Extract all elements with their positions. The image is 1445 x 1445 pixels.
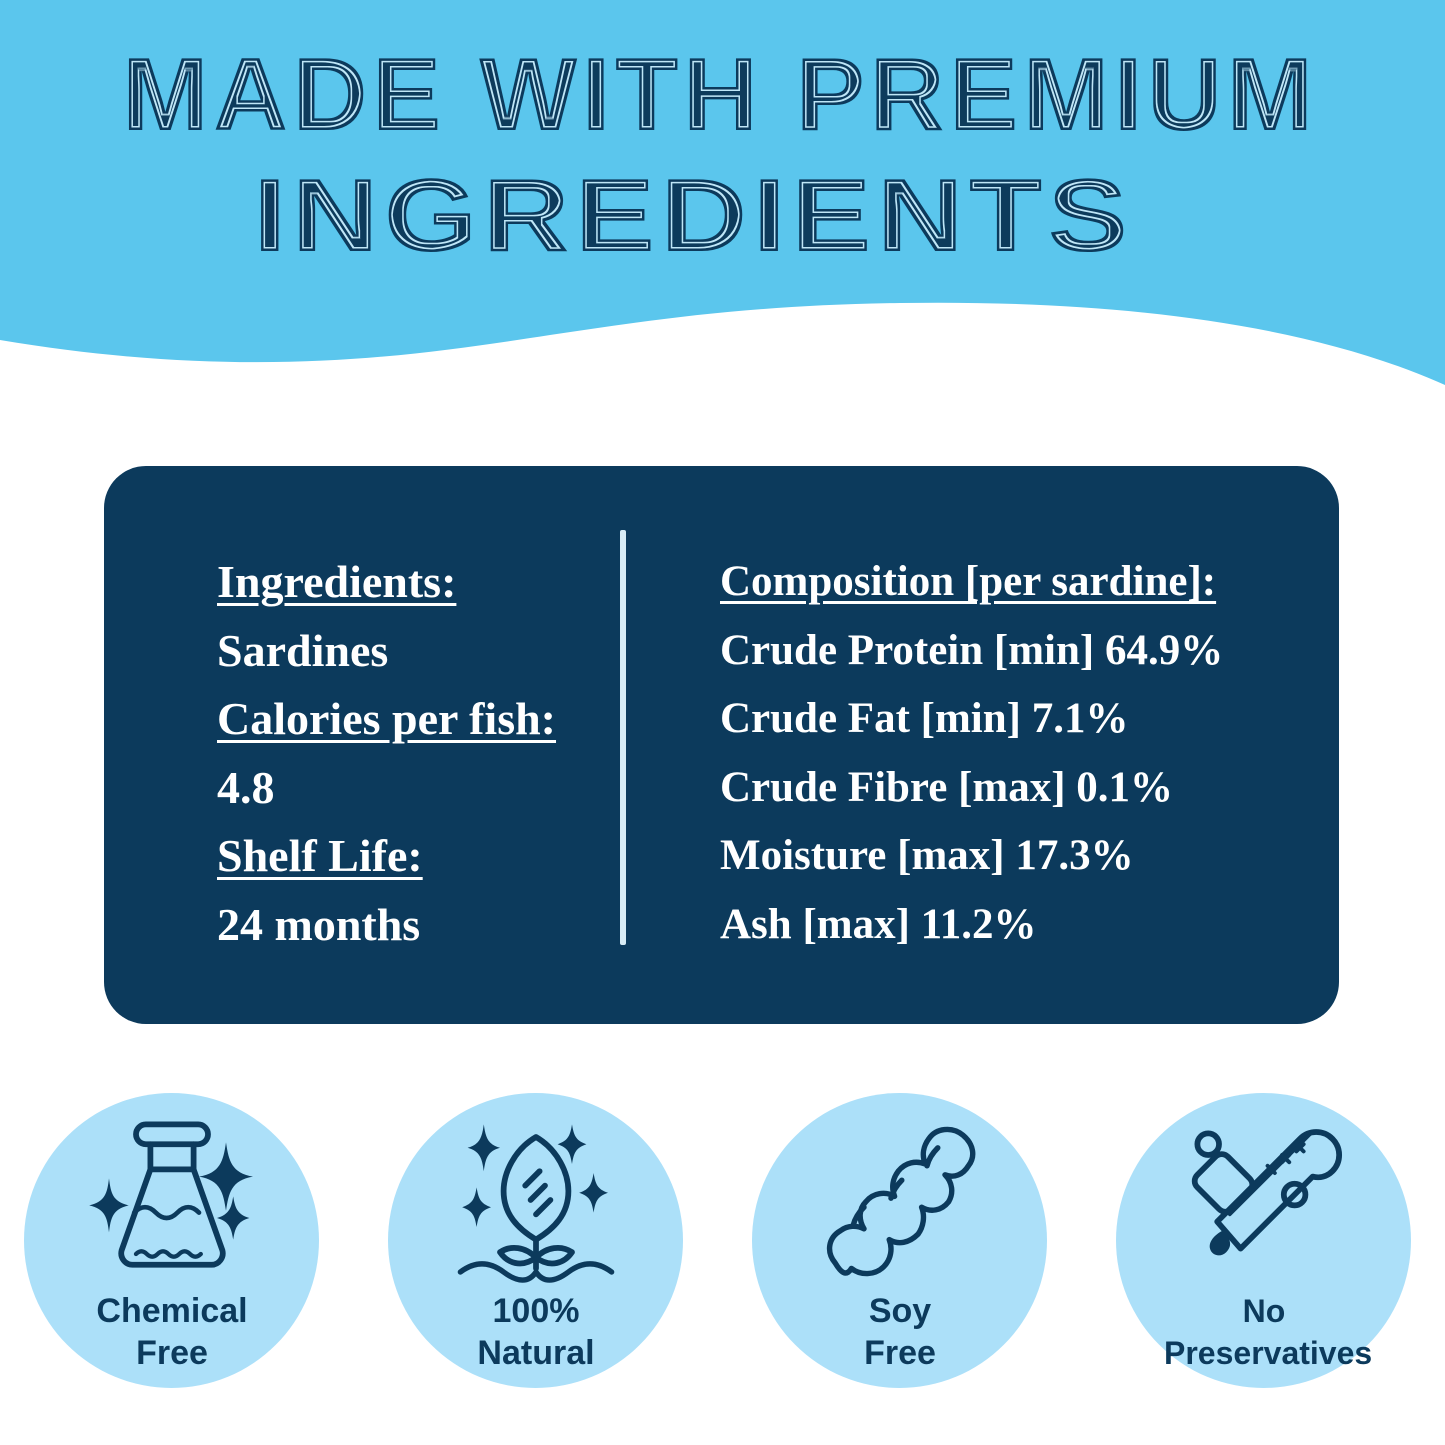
svg-text:INGREDIENTS: INGREDIENTS	[253, 158, 1133, 274]
svg-text:MADE WITH PREMIUM: MADE WITH PREMIUM	[122, 37, 1318, 153]
